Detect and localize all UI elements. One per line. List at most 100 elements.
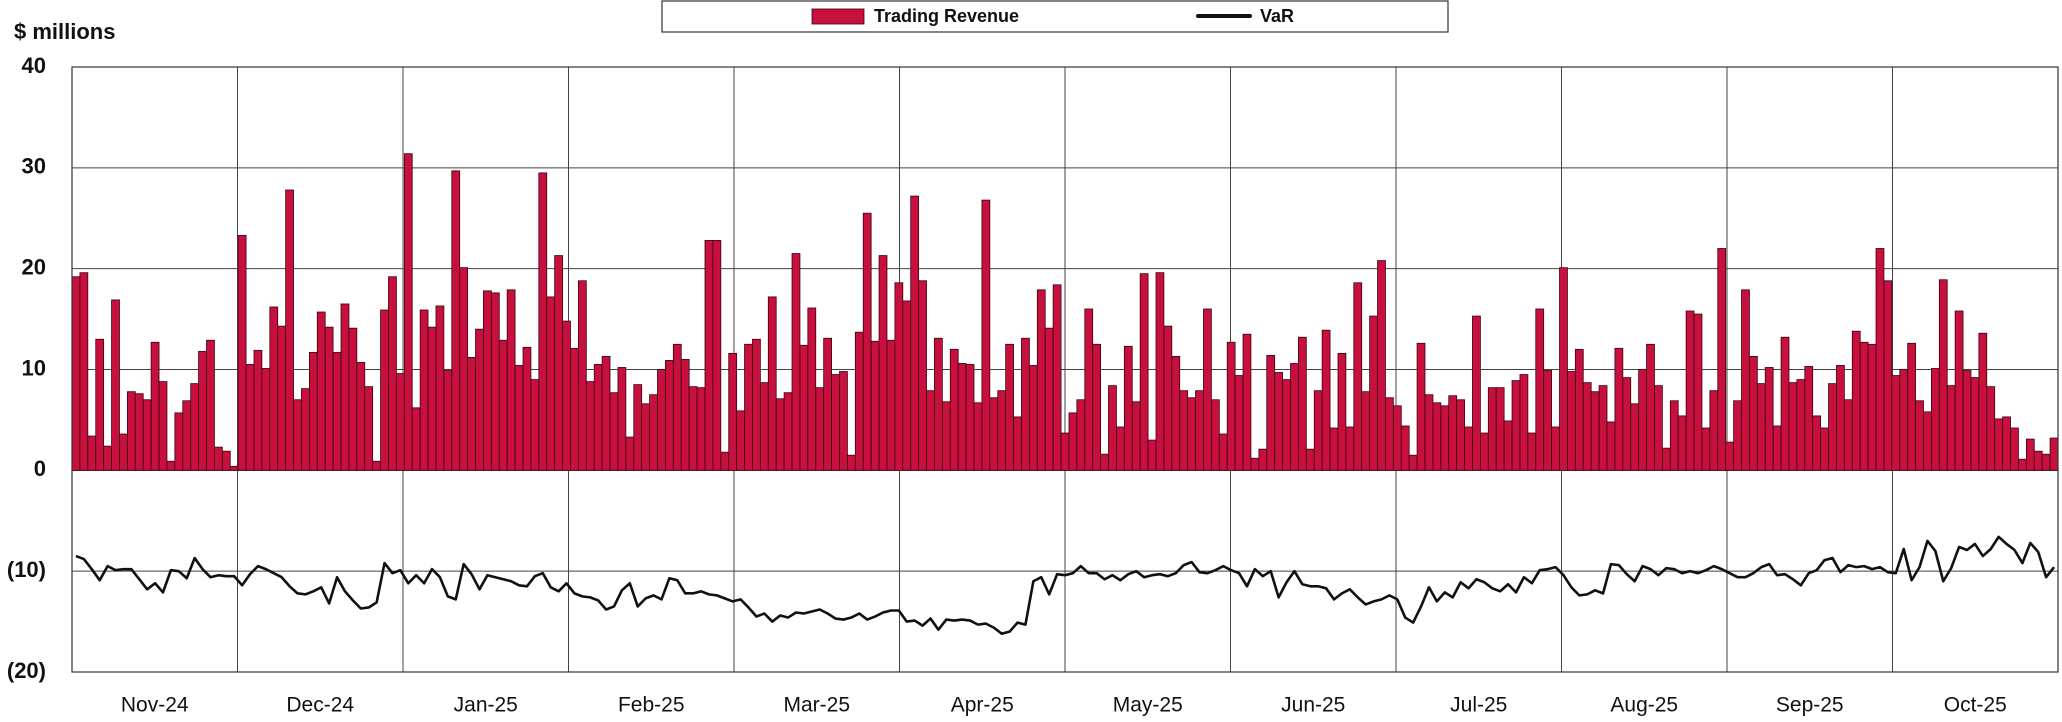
x-tick-label: Mar-25 — [783, 694, 850, 717]
bar — [530, 379, 540, 471]
bar — [854, 331, 864, 471]
bar — [514, 365, 524, 471]
bar — [1408, 454, 1418, 471]
bar — [1250, 457, 1260, 471]
bar — [1701, 427, 1711, 471]
bar — [910, 195, 920, 471]
bar — [498, 339, 508, 471]
bar — [2033, 450, 2043, 471]
bar — [332, 351, 342, 471]
bar — [965, 364, 975, 471]
bar — [617, 367, 627, 471]
bar — [1345, 426, 1355, 471]
bar — [1203, 308, 1212, 471]
bar — [214, 446, 223, 471]
bar — [269, 306, 279, 471]
bar — [1820, 427, 1829, 471]
bar — [490, 292, 500, 471]
bar — [1843, 399, 1853, 471]
legend-label: Trading Revenue — [874, 6, 1019, 26]
bar — [839, 371, 848, 471]
bar — [1883, 280, 1893, 471]
bar — [1005, 343, 1014, 471]
bar — [1147, 439, 1157, 471]
bar — [1780, 336, 1790, 471]
bar — [1677, 415, 1687, 471]
bar — [2002, 416, 2011, 471]
x-tick-label: Jan-25 — [454, 694, 518, 717]
bar — [1931, 368, 1940, 471]
bar — [134, 393, 144, 471]
bar — [285, 189, 294, 471]
bar — [1630, 403, 1640, 471]
bar — [704, 240, 714, 471]
bar — [71, 276, 81, 471]
bar — [411, 407, 421, 471]
bar — [506, 289, 516, 471]
bar — [403, 153, 413, 471]
y-tick-label: 0 — [34, 456, 46, 481]
bar — [111, 299, 120, 471]
bar — [957, 363, 967, 471]
bar — [744, 343, 753, 471]
bar — [1171, 355, 1181, 471]
bar — [1361, 391, 1371, 471]
bar — [245, 364, 255, 471]
bar — [103, 445, 112, 471]
bar — [467, 356, 476, 471]
bar — [759, 382, 769, 471]
bar — [1788, 382, 1798, 471]
bar — [1369, 315, 1378, 471]
bar — [1867, 343, 1877, 471]
bar — [593, 364, 603, 471]
bar — [633, 384, 643, 471]
bar — [1954, 310, 1964, 471]
bar — [1353, 282, 1363, 471]
legend-label: VaR — [1260, 6, 1294, 26]
bar — [1392, 405, 1402, 471]
y-tick-label: 10 — [22, 355, 46, 380]
x-tick-label: Jul-25 — [1450, 694, 1507, 717]
bar — [1749, 355, 1758, 471]
bar — [546, 296, 556, 471]
bar — [1013, 416, 1022, 471]
x-tick-label: Apr-25 — [951, 694, 1014, 717]
bar — [1155, 272, 1165, 471]
bar — [1021, 337, 1030, 471]
bar — [712, 240, 722, 471]
bar — [253, 349, 263, 471]
bar — [1487, 387, 1497, 471]
bar — [1495, 387, 1505, 471]
bar — [1733, 400, 1742, 471]
bar — [1622, 377, 1632, 471]
bar — [1614, 347, 1624, 471]
bar — [577, 280, 587, 471]
bar — [1472, 315, 1481, 471]
bar — [475, 328, 484, 471]
bar — [229, 465, 239, 471]
bar — [1970, 377, 1980, 471]
bar — [1274, 372, 1283, 471]
bar — [1891, 375, 1901, 471]
plot-frame — [71, 66, 2059, 673]
bar — [1812, 415, 1822, 471]
bar — [878, 255, 888, 471]
bar — [206, 339, 215, 471]
bar — [119, 433, 128, 471]
bar — [1100, 453, 1109, 471]
x-tick-label: Feb-25 — [618, 694, 685, 717]
bar — [815, 387, 825, 471]
bar — [886, 339, 896, 471]
bar — [847, 454, 856, 471]
bar — [941, 401, 951, 471]
bar — [2010, 427, 2019, 471]
bar — [601, 355, 611, 471]
bar — [934, 337, 943, 471]
bar — [791, 253, 801, 471]
bar — [2049, 437, 2059, 471]
bar — [918, 280, 927, 471]
bar — [1448, 395, 1458, 471]
bar — [625, 436, 635, 471]
bar — [949, 348, 959, 471]
bar — [1258, 448, 1268, 471]
